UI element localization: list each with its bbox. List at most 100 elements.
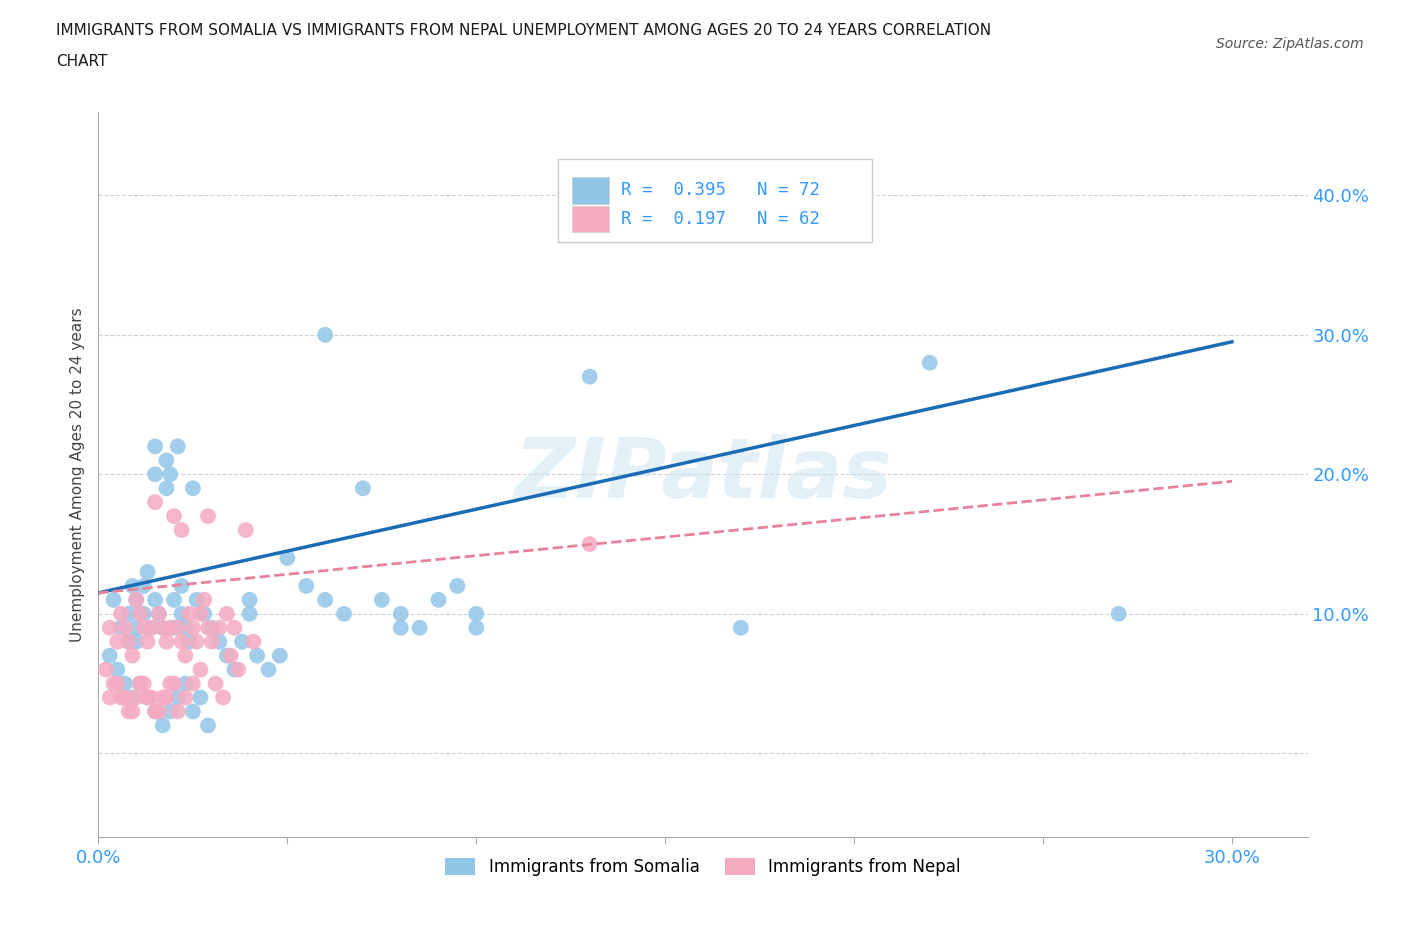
Point bbox=[314, 327, 336, 342]
Point bbox=[159, 676, 181, 691]
Point bbox=[136, 690, 159, 705]
Point bbox=[179, 606, 201, 621]
Point bbox=[155, 481, 177, 496]
Point bbox=[132, 620, 155, 635]
Point bbox=[98, 648, 121, 663]
Point bbox=[465, 620, 488, 635]
Point bbox=[143, 495, 166, 510]
Point bbox=[105, 676, 128, 691]
Point bbox=[141, 620, 163, 635]
Point bbox=[179, 634, 201, 649]
Point bbox=[125, 592, 148, 607]
Point bbox=[408, 620, 430, 635]
Point bbox=[143, 467, 166, 482]
Point bbox=[118, 606, 141, 621]
Point bbox=[918, 355, 941, 370]
Point bbox=[193, 606, 215, 621]
Point bbox=[129, 606, 152, 621]
Point bbox=[276, 551, 298, 565]
Text: CHART: CHART bbox=[56, 54, 108, 69]
Point bbox=[103, 676, 125, 691]
Point bbox=[1108, 606, 1130, 621]
Point bbox=[166, 620, 188, 635]
Point bbox=[231, 634, 253, 649]
Point bbox=[148, 704, 170, 719]
Point bbox=[197, 620, 219, 635]
Point bbox=[174, 676, 197, 691]
Point bbox=[235, 523, 257, 538]
Point bbox=[121, 704, 143, 719]
Point bbox=[129, 676, 152, 691]
Point bbox=[143, 704, 166, 719]
Point bbox=[166, 690, 188, 705]
Point bbox=[121, 578, 143, 593]
Point bbox=[295, 578, 318, 593]
Point bbox=[215, 648, 238, 663]
Point bbox=[121, 648, 143, 663]
Point bbox=[110, 606, 132, 621]
Point bbox=[125, 634, 148, 649]
Point bbox=[152, 718, 174, 733]
Point bbox=[136, 565, 159, 579]
Point bbox=[190, 662, 212, 677]
Point bbox=[578, 537, 600, 551]
Point bbox=[166, 704, 188, 719]
Point bbox=[371, 592, 394, 607]
Point bbox=[118, 634, 141, 649]
Point bbox=[136, 690, 159, 705]
Legend: Immigrants from Somalia, Immigrants from Nepal: Immigrants from Somalia, Immigrants from… bbox=[439, 852, 967, 883]
Point bbox=[136, 634, 159, 649]
Point bbox=[239, 592, 262, 607]
Point bbox=[163, 620, 186, 635]
Point bbox=[159, 467, 181, 482]
FancyBboxPatch shape bbox=[572, 206, 609, 232]
Point bbox=[159, 620, 181, 635]
Text: R =  0.395: R = 0.395 bbox=[621, 181, 725, 199]
Point bbox=[239, 606, 262, 621]
Point bbox=[170, 606, 193, 621]
Text: R =  0.197: R = 0.197 bbox=[621, 210, 725, 228]
Point bbox=[170, 634, 193, 649]
Point bbox=[201, 620, 224, 635]
Point bbox=[352, 481, 374, 496]
Point bbox=[132, 578, 155, 593]
Point bbox=[186, 634, 208, 649]
FancyBboxPatch shape bbox=[572, 178, 609, 204]
Point bbox=[219, 648, 242, 663]
Point bbox=[152, 620, 174, 635]
Point bbox=[174, 648, 197, 663]
Point bbox=[181, 481, 204, 496]
Text: ZIPatlas: ZIPatlas bbox=[515, 433, 891, 515]
Point bbox=[170, 578, 193, 593]
Point bbox=[118, 704, 141, 719]
Point bbox=[98, 690, 121, 705]
Point bbox=[730, 620, 752, 635]
Point bbox=[204, 676, 226, 691]
Text: Source: ZipAtlas.com: Source: ZipAtlas.com bbox=[1216, 37, 1364, 51]
Point bbox=[159, 704, 181, 719]
Point bbox=[208, 634, 231, 649]
Point bbox=[257, 662, 280, 677]
Text: IMMIGRANTS FROM SOMALIA VS IMMIGRANTS FROM NEPAL UNEMPLOYMENT AMONG AGES 20 TO 2: IMMIGRANTS FROM SOMALIA VS IMMIGRANTS FR… bbox=[56, 23, 991, 38]
Point bbox=[132, 676, 155, 691]
Point bbox=[121, 690, 143, 705]
Text: N = 72: N = 72 bbox=[758, 181, 821, 199]
Point bbox=[186, 592, 208, 607]
Point bbox=[98, 620, 121, 635]
Point bbox=[389, 606, 412, 621]
Point bbox=[242, 634, 264, 649]
Point bbox=[129, 676, 152, 691]
Point bbox=[446, 578, 468, 593]
Point bbox=[141, 620, 163, 635]
Point bbox=[114, 690, 136, 705]
Text: N = 62: N = 62 bbox=[758, 210, 821, 228]
Point bbox=[215, 606, 238, 621]
Point bbox=[114, 620, 136, 635]
Point bbox=[269, 648, 291, 663]
Point bbox=[224, 620, 246, 635]
Point bbox=[163, 592, 186, 607]
Point bbox=[226, 662, 249, 677]
Point bbox=[94, 662, 117, 677]
Point bbox=[110, 690, 132, 705]
Point bbox=[333, 606, 356, 621]
